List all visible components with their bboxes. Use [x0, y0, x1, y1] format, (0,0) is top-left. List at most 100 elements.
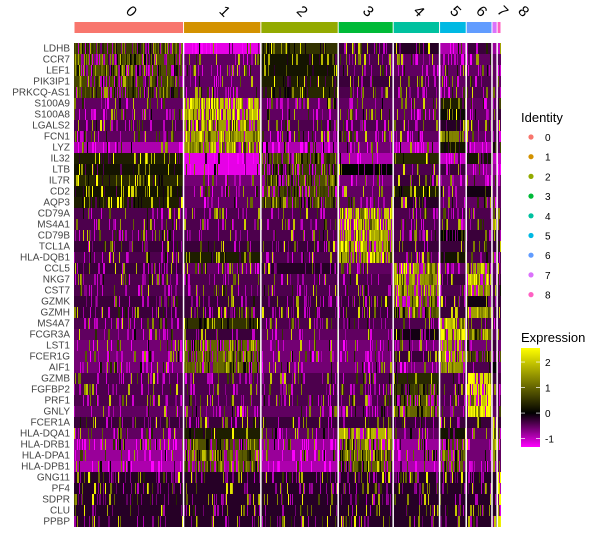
cell-stripe: [397, 285, 398, 296]
cell-stripe: [122, 307, 123, 318]
cell-stripe: [433, 274, 435, 285]
cell-stripe: [426, 395, 427, 406]
cell-stripe: [315, 439, 317, 450]
cell-stripe: [364, 373, 365, 384]
cell-stripe: [486, 142, 487, 153]
cell-stripe: [202, 131, 203, 142]
cell-stripe: [365, 230, 366, 241]
cell-stripe: [340, 351, 342, 362]
cell-stripe: [364, 428, 365, 439]
cell-stripe: [390, 417, 391, 428]
cell-stripe: [358, 164, 359, 175]
cell-stripe: [288, 142, 289, 153]
cell-stripe: [160, 318, 162, 329]
cell-stripe: [90, 472, 91, 483]
cell-stripe: [195, 120, 196, 131]
cell-stripe: [170, 43, 172, 54]
cell-stripe: [433, 98, 434, 109]
cell-stripe: [280, 131, 281, 142]
cell-stripe: [396, 395, 397, 406]
cell-stripe: [252, 131, 253, 142]
cell-stripe: [232, 318, 233, 329]
cell-stripe: [217, 142, 219, 153]
cell-stripe: [424, 197, 425, 208]
cell-stripe: [217, 109, 218, 120]
cell-stripe: [152, 351, 154, 362]
cell-stripe: [242, 263, 243, 274]
cell-stripe: [297, 76, 298, 87]
cell-stripe: [143, 175, 144, 186]
cell-stripe: [82, 54, 84, 65]
cell-stripe: [372, 362, 373, 373]
cell-stripe: [200, 461, 201, 472]
cell-stripe: [463, 450, 465, 461]
cell-stripe: [379, 362, 380, 373]
heatmap-cell: [74, 472, 184, 483]
cell-stripe: [473, 373, 474, 384]
cell-stripe: [404, 120, 405, 131]
cell-stripe: [189, 351, 191, 362]
cell-stripe: [92, 43, 93, 54]
cell-stripe: [312, 428, 313, 439]
cell-stripe: [192, 340, 193, 351]
cell-stripe: [342, 461, 344, 472]
cell-stripe: [277, 461, 278, 472]
cluster-label-3: 3: [359, 3, 377, 21]
cell-stripe: [433, 65, 435, 76]
cell-stripe: [440, 450, 441, 461]
cell-stripe: [223, 109, 225, 120]
cell-stripe: [367, 274, 368, 285]
cell-stripe: [111, 65, 112, 76]
cell-stripe: [119, 428, 120, 439]
cell-stripe: [196, 131, 197, 142]
cell-stripe: [275, 230, 276, 241]
cell-stripe: [131, 461, 132, 472]
cell-stripe: [192, 208, 193, 219]
cell-stripe: [121, 461, 122, 472]
cell-stripe: [498, 219, 499, 230]
cell-stripe: [357, 450, 358, 461]
cell-stripe: [404, 428, 406, 439]
cell-stripe: [242, 43, 243, 54]
cell-stripe: [222, 263, 223, 274]
cell-stripe: [147, 318, 149, 329]
cell-stripe: [211, 109, 212, 120]
cell-stripe: [369, 329, 370, 340]
cell-stripe: [460, 120, 461, 131]
cell-stripe: [412, 208, 413, 219]
cell-stripe: [311, 197, 312, 208]
cell-stripe: [132, 329, 134, 340]
cell-stripe: [389, 285, 390, 296]
cell-stripe: [345, 241, 347, 252]
cell-stripe: [367, 43, 368, 54]
cell-stripe: [350, 252, 351, 263]
cell-stripe: [103, 197, 104, 208]
cell-stripe: [396, 142, 397, 153]
cell-stripe: [419, 428, 420, 439]
cell-stripe: [200, 252, 201, 263]
cell-stripe: [475, 76, 477, 87]
cell-stripe: [167, 329, 168, 340]
cell-stripe: [289, 153, 290, 164]
cell-stripe: [123, 65, 125, 76]
cell-stripe: [105, 318, 106, 329]
cell-stripe: [292, 351, 293, 362]
cell-stripe: [299, 351, 300, 362]
cell-stripe: [488, 109, 489, 120]
cell-stripe: [117, 340, 119, 351]
heatmap-cell: [439, 516, 467, 527]
heatmap-cell: [491, 131, 498, 142]
cell-stripe: [247, 307, 249, 318]
cell-stripe: [153, 461, 154, 472]
cell-stripe: [216, 175, 217, 186]
cell-stripe: [486, 395, 487, 406]
cell-stripe: [464, 329, 465, 340]
cell-stripe: [483, 274, 485, 285]
cell-stripe: [368, 241, 369, 252]
cell-stripe: [247, 340, 248, 351]
heatmap-cell: [393, 131, 440, 142]
cell-stripe: [230, 230, 231, 241]
cell-stripe: [411, 219, 412, 230]
cell-stripe: [164, 54, 165, 65]
